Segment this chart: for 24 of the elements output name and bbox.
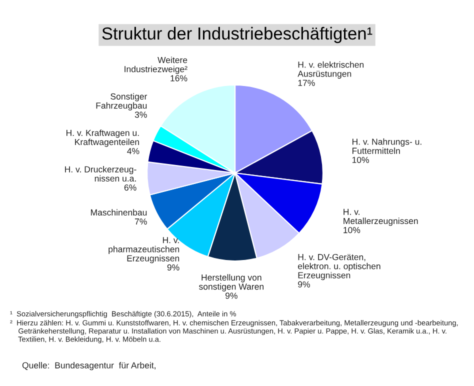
data-label: 9% bbox=[167, 264, 180, 271]
data-label: 16% bbox=[170, 75, 188, 82]
slice-label: Sonstiger Fahrzeugbau bbox=[96, 93, 148, 110]
data-label: 9% bbox=[225, 292, 238, 299]
slice-label: H. v. pharmazeutischen Erzeugnissen bbox=[108, 237, 180, 264]
data-label: 9% bbox=[298, 281, 310, 288]
data-label: 3% bbox=[134, 112, 147, 118]
slice-label: H. v. DV-Geräten, elektron. u. optischen Erzeugnissen bbox=[298, 254, 380, 280]
slice-label: H. v. Metallerzeugnissen bbox=[344, 208, 418, 226]
slice-label: H. v. Nahrungs- u. Futtermitteln bbox=[352, 138, 422, 154]
slice-label: H. v. elektrischen Ausrüstungen bbox=[298, 61, 364, 79]
chart-title: Struktur der Industriebeschäftigten¹ bbox=[102, 26, 372, 44]
slice-label: H. v. Druckerzeug- nissen u.a. bbox=[65, 166, 136, 182]
slice-label: Herstellung von sonstigen Waren bbox=[198, 274, 264, 292]
data-label: 10% bbox=[344, 226, 360, 234]
data-label: 10% bbox=[352, 156, 369, 164]
data-label: 7% bbox=[134, 218, 147, 225]
slice-label: Maschinenbau bbox=[90, 209, 147, 216]
data-label: 6% bbox=[124, 184, 136, 191]
slice-label: H. v. Kraftwagen u. Kraftwagenteilen bbox=[66, 130, 139, 147]
slice-label: Weitere Industriezweige² bbox=[124, 56, 188, 74]
source-note: Quelle: Bundesagentur für Arbeit, bbox=[22, 362, 156, 370]
data-label: 4% bbox=[127, 148, 140, 154]
data-label: 17% bbox=[298, 80, 315, 86]
